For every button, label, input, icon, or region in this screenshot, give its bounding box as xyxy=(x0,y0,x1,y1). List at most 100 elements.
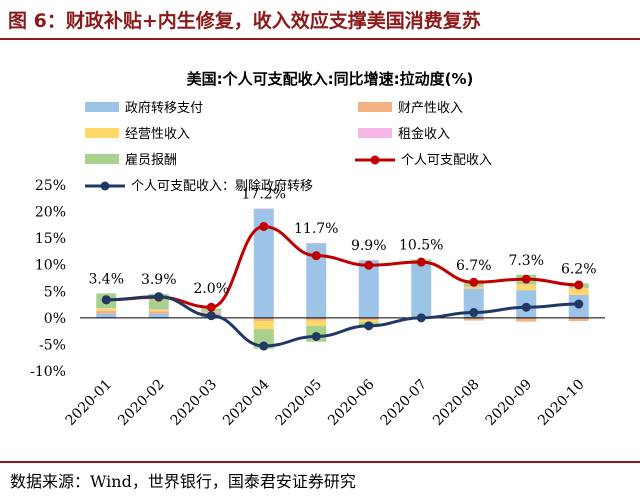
bar-segment xyxy=(516,317,537,322)
data-label: 10.5% xyxy=(399,237,443,253)
line-point xyxy=(259,341,269,351)
legend-label: 个人可支配收入：剔除政府转移 xyxy=(131,179,313,194)
legend-label: 政府转移支付 xyxy=(125,101,203,116)
x-tick-label: 2020-04 xyxy=(220,376,273,429)
line-point xyxy=(311,331,321,341)
data-label: 3.9% xyxy=(141,272,177,288)
x-tick-label: 2020-08 xyxy=(430,377,482,429)
legend-marker xyxy=(370,155,380,165)
line-point xyxy=(154,292,164,302)
line-point xyxy=(259,221,269,231)
data-label: 9.9% xyxy=(351,238,387,254)
data-label: 3.4% xyxy=(88,271,124,287)
line-point xyxy=(311,251,321,261)
footer-rule xyxy=(0,461,640,463)
bar-segment xyxy=(516,284,537,291)
bar-segment xyxy=(463,286,484,288)
x-tick-label: 2020-01 xyxy=(63,377,115,429)
bar-segment xyxy=(463,287,484,289)
line-point xyxy=(206,311,216,321)
line-point xyxy=(101,295,111,305)
x-tick-label: 2020-05 xyxy=(273,377,325,429)
bar-segment xyxy=(306,243,327,318)
y-tick-label: 20% xyxy=(35,205,66,221)
line-point xyxy=(416,257,426,267)
bar-segment xyxy=(148,309,169,312)
legend-swatch xyxy=(85,154,119,164)
x-tick-label: 2020-03 xyxy=(168,377,220,429)
legend-swatch xyxy=(85,102,119,112)
line-point xyxy=(521,274,531,284)
x-tick-label: 2020-02 xyxy=(115,377,167,429)
x-tick-label: 2020-06 xyxy=(325,376,378,429)
y-tick-label: 10% xyxy=(35,258,66,274)
bar-segment xyxy=(358,317,379,320)
bar-segment xyxy=(306,320,327,326)
data-label: 2.0% xyxy=(193,281,229,297)
line-point xyxy=(206,302,216,312)
legend-label: 个人可支配收入 xyxy=(401,153,492,168)
y-tick-label: -5% xyxy=(39,337,66,353)
x-tick-label: 2020-07 xyxy=(378,377,430,429)
line-point xyxy=(521,302,531,312)
legend-label: 财产性收入 xyxy=(398,101,463,116)
bar-segment xyxy=(148,309,169,310)
data-labels: 3.4% 3.9% 2.0% 17.2% 11.7% 9.9% 10.5% 6.7% 7.3% 6… xyxy=(88,186,596,297)
y-axis: 25% 20% 15% 10% 5% 0% -5% -10% xyxy=(30,178,66,380)
data-label: 17.2% xyxy=(242,186,286,202)
bar-segment xyxy=(253,208,274,209)
legend-label: 经营性收入 xyxy=(125,127,190,142)
data-label: 11.7% xyxy=(294,221,338,237)
bar-segment xyxy=(253,208,274,318)
bar-segment xyxy=(148,313,169,318)
bar-segment xyxy=(253,329,274,349)
bar-segment xyxy=(253,317,274,322)
y-tick-label: -10% xyxy=(30,364,66,380)
y-tick-label: 15% xyxy=(35,231,66,247)
bar-segment xyxy=(463,317,484,321)
x-tick-label: 2020-10 xyxy=(535,377,587,429)
line-series xyxy=(106,295,579,348)
bar-segment xyxy=(411,263,432,318)
title-rule xyxy=(0,38,640,40)
chart-title: 美国:个人可支配收入:同比增速:拉动度(%) xyxy=(187,70,474,88)
line-point xyxy=(574,299,584,309)
bar-segment xyxy=(96,310,117,314)
line-point xyxy=(364,321,374,331)
data-label: 6.2% xyxy=(561,261,597,277)
source-note: 数据来源：Wind，世界银行，国泰君安证券研究 xyxy=(10,472,356,491)
y-tick-label: 25% xyxy=(35,178,66,194)
legend-marker xyxy=(100,181,110,191)
data-label: 7.3% xyxy=(508,253,544,269)
bar-segment xyxy=(568,288,589,296)
legend-label: 雇员报酬 xyxy=(125,152,177,168)
legend-swatch xyxy=(358,102,392,112)
bar-segment xyxy=(358,319,379,323)
bar-segment xyxy=(96,308,117,311)
lines xyxy=(101,221,584,351)
line-point xyxy=(574,280,584,290)
line-point xyxy=(469,277,479,287)
bar-segment xyxy=(253,321,274,330)
legend-swatch xyxy=(85,128,119,138)
line-point xyxy=(364,260,374,270)
x-tick-label: 2020-09 xyxy=(483,377,535,429)
bar-segment xyxy=(358,260,379,318)
bar-segment xyxy=(516,284,537,285)
data-label: 6.7% xyxy=(456,258,492,274)
line-point xyxy=(416,313,426,323)
bar-segment xyxy=(358,259,379,261)
legend-label: 租金收入 xyxy=(398,126,450,142)
bar-segment xyxy=(463,288,484,318)
line-series xyxy=(106,224,579,309)
bar-segment xyxy=(96,313,117,318)
bar-segment xyxy=(306,242,327,244)
bar-segment xyxy=(148,311,169,314)
bar-segment xyxy=(306,317,327,321)
y-tick-label: 0% xyxy=(44,311,66,327)
y-tick-label: 5% xyxy=(44,284,66,300)
line-point xyxy=(469,308,479,318)
bar-segment xyxy=(568,317,589,322)
